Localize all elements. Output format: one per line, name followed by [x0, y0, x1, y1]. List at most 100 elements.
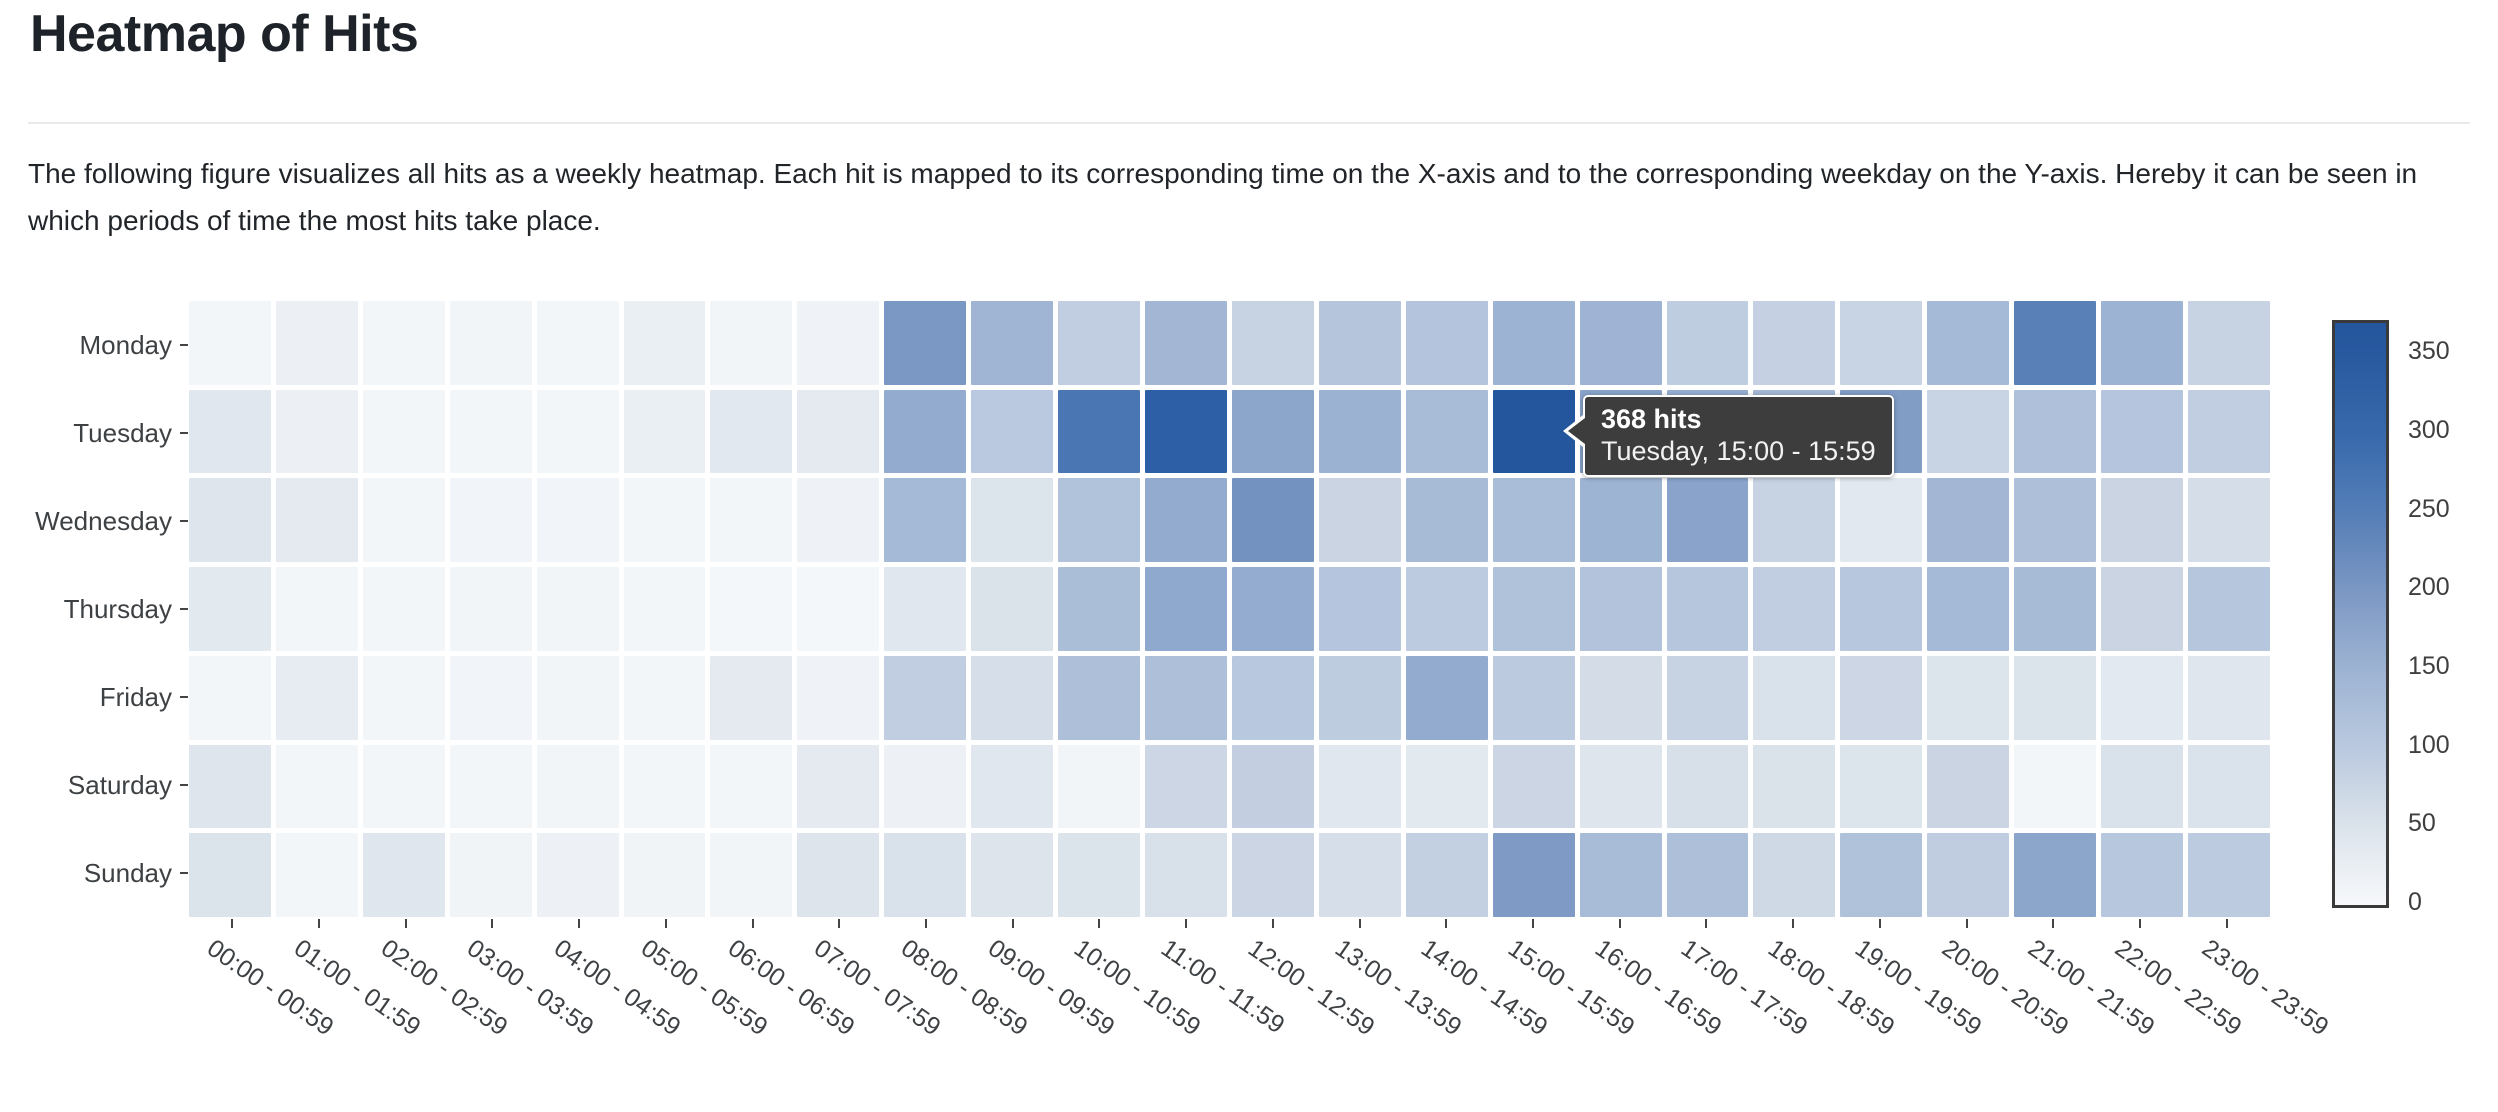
heatmap-cell[interactable]	[362, 655, 445, 740]
heatmap-cell[interactable]	[189, 655, 271, 740]
heatmap-cell[interactable]	[1492, 301, 1575, 385]
heatmap-cell[interactable]	[1492, 567, 1575, 651]
heatmap-cell[interactable]	[1927, 744, 2010, 829]
heatmap-cell[interactable]	[536, 301, 619, 385]
heatmap-cell[interactable]	[1145, 301, 1227, 385]
heatmap-cell[interactable]	[710, 301, 793, 385]
heatmap-cell[interactable]	[710, 389, 793, 474]
heatmap-cell[interactable]	[189, 833, 271, 917]
heatmap-cell[interactable]	[189, 389, 271, 474]
heatmap-cell[interactable]	[1318, 567, 1401, 651]
heatmap-cell[interactable]	[884, 833, 967, 917]
heatmap-cell[interactable]	[710, 478, 793, 563]
heatmap-cell[interactable]	[2188, 301, 2270, 385]
heatmap-cell[interactable]	[1492, 478, 1575, 563]
heatmap-cell[interactable]	[1145, 567, 1227, 651]
heatmap-cell[interactable]	[797, 301, 880, 385]
heatmap-cell[interactable]	[710, 833, 793, 917]
heatmap-cell[interactable]	[1405, 389, 1488, 474]
heatmap-cell[interactable]	[1666, 833, 1749, 917]
heatmap-cell[interactable]	[1145, 389, 1227, 474]
heatmap-cell[interactable]	[1579, 567, 1662, 651]
heatmap-cell[interactable]	[971, 744, 1054, 829]
heatmap-cell[interactable]	[1753, 744, 1836, 829]
heatmap-cell[interactable]	[1231, 655, 1314, 740]
heatmap-cell[interactable]	[362, 478, 445, 563]
heatmap-cell[interactable]	[275, 744, 358, 829]
heatmap-cell[interactable]	[1058, 655, 1141, 740]
heatmap-cell[interactable]	[971, 655, 1054, 740]
heatmap-cell[interactable]	[1579, 478, 1662, 563]
heatmap-cell[interactable]	[2101, 301, 2184, 385]
heatmap-cell[interactable]	[710, 655, 793, 740]
heatmap-cell[interactable]	[623, 833, 706, 917]
heatmap-cell[interactable]	[971, 478, 1054, 563]
heatmap-cell[interactable]	[449, 655, 532, 740]
heatmap-cell[interactable]	[449, 301, 532, 385]
heatmap-cell[interactable]	[1231, 478, 1314, 563]
heatmap-cell[interactable]	[1753, 567, 1836, 651]
heatmap-cell[interactable]	[1753, 833, 1836, 917]
heatmap-cell[interactable]	[1666, 744, 1749, 829]
heatmap-cell[interactable]	[2188, 478, 2270, 563]
heatmap-cell[interactable]	[1840, 655, 1923, 740]
heatmap-cell[interactable]	[449, 744, 532, 829]
heatmap-cell[interactable]	[449, 567, 532, 651]
heatmap-cell[interactable]	[1145, 478, 1227, 563]
heatmap-cell[interactable]	[189, 567, 271, 651]
heatmap-cell[interactable]	[1840, 301, 1923, 385]
heatmap-cell[interactable]	[710, 744, 793, 829]
heatmap-cell[interactable]	[1840, 567, 1923, 651]
heatmap-cell[interactable]	[1666, 655, 1749, 740]
heatmap-cell[interactable]	[362, 833, 445, 917]
heatmap-cell[interactable]	[1579, 833, 1662, 917]
heatmap-cell[interactable]	[449, 833, 532, 917]
heatmap-cell[interactable]	[971, 301, 1054, 385]
heatmap-cell[interactable]	[1058, 833, 1141, 917]
heatmap-cell[interactable]	[797, 567, 880, 651]
heatmap-cell[interactable]	[1492, 833, 1575, 917]
heatmap-cell[interactable]	[797, 389, 880, 474]
heatmap-cell[interactable]	[884, 655, 967, 740]
heatmap-cell[interactable]	[623, 655, 706, 740]
heatmap-cell[interactable]	[2014, 744, 2097, 829]
heatmap-cell[interactable]	[1927, 301, 2010, 385]
heatmap-cell[interactable]	[2101, 833, 2184, 917]
heatmap-cell[interactable]	[1405, 478, 1488, 563]
heatmap-cell[interactable]	[710, 567, 793, 651]
heatmap-cell[interactable]	[1753, 301, 1836, 385]
heatmap-cell[interactable]	[1927, 833, 2010, 917]
heatmap-cell[interactable]	[884, 301, 967, 385]
heatmap-cell[interactable]	[536, 478, 619, 563]
heatmap-cell[interactable]	[884, 389, 967, 474]
heatmap-cell[interactable]	[2188, 744, 2270, 829]
heatmap-cell[interactable]	[2101, 744, 2184, 829]
heatmap-cell[interactable]	[2188, 567, 2270, 651]
heatmap-cell[interactable]	[1840, 833, 1923, 917]
heatmap-cell[interactable]	[2188, 655, 2270, 740]
heatmap-cell[interactable]	[1145, 833, 1227, 917]
heatmap-cell[interactable]	[1231, 567, 1314, 651]
heatmap-cell[interactable]	[536, 567, 619, 651]
heatmap-cell[interactable]	[2188, 833, 2270, 917]
heatmap-cell[interactable]	[2014, 567, 2097, 651]
heatmap-cell[interactable]	[1318, 389, 1401, 474]
heatmap-cell[interactable]	[189, 744, 271, 829]
heatmap-cell[interactable]	[1492, 389, 1575, 474]
heatmap-cell[interactable]	[2101, 567, 2184, 651]
heatmap-cell[interactable]	[449, 478, 532, 563]
heatmap-cell[interactable]	[797, 478, 880, 563]
heatmap-cell[interactable]	[2101, 478, 2184, 563]
heatmap-cell[interactable]	[2188, 389, 2270, 474]
heatmap-cell[interactable]	[1840, 744, 1923, 829]
heatmap-cell[interactable]	[2014, 833, 2097, 917]
heatmap-cell[interactable]	[1927, 478, 2010, 563]
heatmap-cell[interactable]	[2014, 389, 2097, 474]
heatmap-cell[interactable]	[1492, 744, 1575, 829]
heatmap-cell[interactable]	[971, 567, 1054, 651]
heatmap-cell[interactable]	[1318, 301, 1401, 385]
heatmap-cell[interactable]	[1058, 389, 1141, 474]
heatmap-cell[interactable]	[1058, 301, 1141, 385]
heatmap-cell[interactable]	[1579, 301, 1662, 385]
heatmap-cell[interactable]	[1058, 567, 1141, 651]
